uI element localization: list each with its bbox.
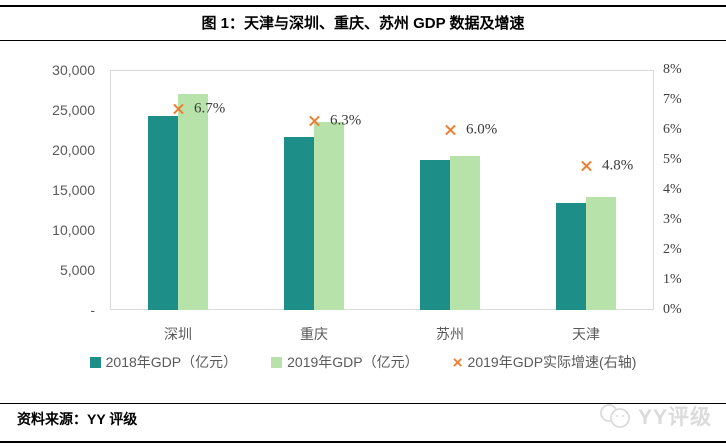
figure-title: 图 1：天津与深圳、重庆、苏州 GDP 数据及增速 <box>201 15 525 32</box>
left-axis-tick: 30,000 <box>52 62 95 78</box>
x-marker-icon: × <box>452 352 463 372</box>
right-axis-tick: 5% <box>663 152 682 167</box>
yy-logo-icon <box>600 404 630 428</box>
right-axis-tick: 0% <box>663 302 682 317</box>
bar-2019-gdp <box>450 156 480 310</box>
category-label: 深圳 <box>164 326 192 342</box>
right-axis-tick: 1% <box>663 272 682 287</box>
right-axis-tick: 2% <box>663 242 682 257</box>
left-axis-tick: 15,000 <box>52 182 95 198</box>
bar-2018-gdp <box>148 116 178 310</box>
growth-x-marker <box>172 103 185 116</box>
bar-2019-gdp <box>178 94 208 310</box>
right-axis-tick: 7% <box>663 92 682 107</box>
bottom-border-line <box>0 441 726 443</box>
bar-2018-gdp <box>556 202 586 310</box>
category-label: 重庆 <box>300 326 328 342</box>
legend-item-2018-gdp: 2018年GDP（亿元） <box>89 352 238 372</box>
bar-2018-gdp <box>284 137 314 310</box>
right-axis-tick: 8% <box>663 62 682 77</box>
legend-label-2019: 2019年GDP（亿元） <box>287 354 419 370</box>
footer-divider-line <box>0 403 726 404</box>
watermark-text: YY评级 <box>637 406 712 429</box>
top-border-line <box>0 5 726 7</box>
bar-2018-gdp <box>420 160 450 310</box>
legend-swatch-2018 <box>89 356 101 368</box>
right-axis-tick: 4% <box>663 182 682 197</box>
growth-value-label: 6.7% <box>194 100 226 117</box>
left-axis-tick: 5,000 <box>59 262 95 278</box>
growth-x-marker <box>444 124 457 137</box>
left-axis-tick: - <box>90 302 95 318</box>
growth-x-marker <box>580 160 593 173</box>
source-label: 资料来源：YY 评级 <box>17 411 138 427</box>
left-axis-tick: 25,000 <box>52 102 95 118</box>
legend-item-2019-gdp: 2019年GDP（亿元） <box>271 352 419 372</box>
left-axis-tick: 20,000 <box>52 142 95 158</box>
legend-item-growth: × 2019年GDP实际增速(右轴) <box>453 352 637 372</box>
right-axis-tick: 6% <box>663 122 682 137</box>
growth-value-label: 4.8% <box>602 157 634 174</box>
legend-label-growth: 2019年GDP实际增速(右轴) <box>467 354 637 370</box>
category-label: 天津 <box>572 326 600 342</box>
chart-legend: 2018年GDP（亿元） 2019年GDP（亿元） × 2019年GDP实际增速… <box>0 352 726 372</box>
bar-2019-gdp <box>314 122 344 310</box>
category-label: 苏州 <box>436 326 464 342</box>
growth-value-label: 6.3% <box>330 112 362 129</box>
legend-swatch-2019 <box>271 356 283 368</box>
legend-label-2018: 2018年GDP（亿元） <box>105 354 238 370</box>
growth-value-label: 6.0% <box>466 121 498 138</box>
watermark: YY评级 <box>598 401 712 431</box>
bar-2019-gdp <box>586 197 616 310</box>
right-axis-tick: 3% <box>663 212 682 227</box>
growth-x-marker <box>308 115 321 128</box>
left-axis-tick: 10,000 <box>52 222 95 238</box>
title-divider-line <box>0 40 726 41</box>
